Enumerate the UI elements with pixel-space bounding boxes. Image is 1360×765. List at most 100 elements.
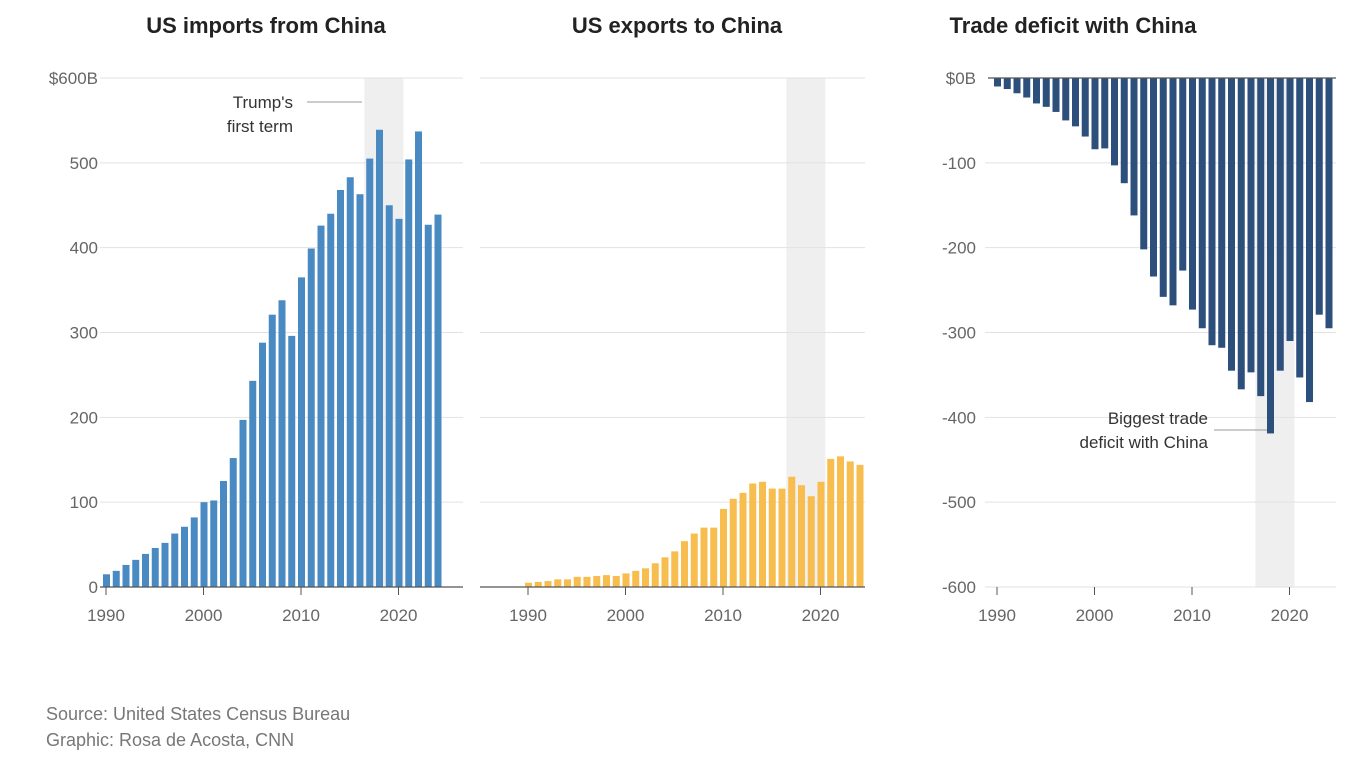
- imports-bar: [151, 547, 159, 587]
- imports-xtick-label: 1990: [87, 606, 125, 625]
- imports-title: US imports from China: [146, 13, 386, 38]
- deficit-bar: [1042, 78, 1050, 107]
- imports-ytick-label: 200: [70, 408, 98, 427]
- imports-bar: [385, 205, 393, 587]
- imports-bar: [346, 177, 354, 587]
- source-note: Source: United States Census Bureau: [46, 704, 351, 724]
- exports-chart: US exports to China 1990 2000 2010 2020: [480, 13, 865, 625]
- deficit-bar: [1150, 78, 1157, 277]
- imports-bar: [424, 224, 432, 588]
- deficit-xtick-label: 2010: [1173, 606, 1211, 625]
- deficit-bar: [1247, 78, 1255, 373]
- deficit-ytick-label: -300: [942, 324, 976, 343]
- exports-xtick-label: 2000: [607, 606, 645, 625]
- exports-bar: [798, 485, 805, 587]
- deficit-bar: [1072, 78, 1079, 127]
- exports-bar: [827, 458, 835, 587]
- deficit-bar: [1169, 78, 1177, 306]
- exports-title: US exports to China: [572, 13, 783, 38]
- imports-bar: [132, 559, 140, 587]
- imports-bar: [415, 131, 422, 587]
- exports-bar: [856, 464, 864, 587]
- exports-bar: [759, 481, 766, 587]
- imports-bar: [190, 517, 198, 587]
- imports-ytick-label: $600B: [49, 69, 98, 88]
- exports-bar: [661, 557, 669, 587]
- imports-bar: [239, 419, 247, 587]
- footer: Source: United States Census Bureau Grap…: [46, 701, 350, 753]
- charts-canvas: US imports from China 0 100 200 300 400 500 $60…: [49, 13, 1336, 625]
- deficit-bar: [1003, 78, 1011, 90]
- exports-bar: [749, 483, 757, 587]
- exports-bar: [778, 488, 786, 587]
- imports-bar: [327, 213, 335, 587]
- deficit-bar: [1159, 78, 1167, 297]
- imports-bar: [317, 225, 325, 588]
- trump-term-annotation-line1: Trump's: [233, 93, 293, 112]
- imports-bar: [210, 500, 218, 587]
- imports-chart: US imports from China 0 100 200 300 400 500 $60…: [49, 13, 463, 625]
- imports-bar: [288, 335, 296, 587]
- exports-bar: [583, 576, 591, 587]
- exports-bar: [622, 573, 630, 587]
- deficit-bar: [1130, 78, 1138, 216]
- imports-bar: [405, 159, 413, 587]
- deficit-xtick-label: 1990: [978, 606, 1016, 625]
- deficit-bar: [1325, 78, 1333, 329]
- exports-bar: [846, 461, 854, 587]
- deficit-bar: [1140, 78, 1148, 250]
- deficit-bar: [1023, 78, 1031, 98]
- deficit-bar: [1013, 78, 1021, 94]
- deficit-xtick-label: 2000: [1076, 606, 1114, 625]
- deficit-bar: [1296, 78, 1304, 378]
- imports-bar: [337, 189, 344, 588]
- exports-bar: [729, 498, 737, 587]
- deficit-bar: [1120, 78, 1128, 184]
- deficit-bar: [1179, 78, 1187, 271]
- deficit-bar: [1033, 78, 1040, 104]
- exports-bar: [544, 581, 552, 587]
- exports-bar: [681, 541, 688, 587]
- exports-bar: [525, 582, 532, 587]
- imports-ytick-label: 400: [70, 239, 98, 258]
- biggest-deficit-annotation-line1: Biggest trade: [1108, 409, 1208, 428]
- imports-xtick-label: 2010: [282, 606, 320, 625]
- deficit-bar: [1208, 78, 1216, 346]
- exports-bar: [651, 563, 659, 587]
- imports-bar: [229, 458, 237, 587]
- graphic-credit: Graphic: Rosa de Acosta, CNN: [46, 730, 295, 750]
- exports-bar: [710, 527, 718, 587]
- deficit-bar: [1189, 78, 1196, 310]
- deficit-bar: [1228, 78, 1235, 371]
- imports-bar: [434, 214, 442, 587]
- deficit-xtick-label: 2020: [1271, 606, 1309, 625]
- exports-xtick-label: 1990: [509, 606, 547, 625]
- exports-bar: [671, 551, 679, 587]
- imports-bar: [161, 542, 169, 587]
- deficit-title: Trade deficit with China: [950, 13, 1198, 38]
- deficit-bar: [1267, 78, 1274, 434]
- exports-bar: [612, 575, 620, 587]
- deficit-bar: [1111, 78, 1118, 166]
- imports-bar: [307, 248, 315, 587]
- exports-bar: [534, 581, 542, 587]
- deficit-ytick-label: $0B: [946, 69, 976, 88]
- imports-bar: [395, 218, 403, 587]
- imports-ytick-label: 100: [70, 493, 98, 512]
- imports-xtick-label: 2020: [380, 606, 418, 625]
- imports-bar: [298, 277, 305, 587]
- deficit-bar: [1062, 78, 1070, 121]
- deficit-bar: [1237, 78, 1245, 390]
- imports-bar: [200, 502, 208, 587]
- imports-bar: [259, 342, 266, 587]
- imports-xtick-label: 2000: [185, 606, 223, 625]
- imports-bar: [181, 526, 188, 587]
- deficit-ytick-label: -500: [942, 493, 976, 512]
- deficit-bar: [1198, 78, 1206, 329]
- exports-bar: [593, 575, 601, 587]
- imports-bar: [112, 570, 120, 587]
- exports-bar: [700, 527, 708, 587]
- deficit-bar: [1315, 78, 1323, 315]
- biggest-deficit-annotation-line2: deficit with China: [1079, 433, 1208, 452]
- imports-bar: [249, 380, 257, 587]
